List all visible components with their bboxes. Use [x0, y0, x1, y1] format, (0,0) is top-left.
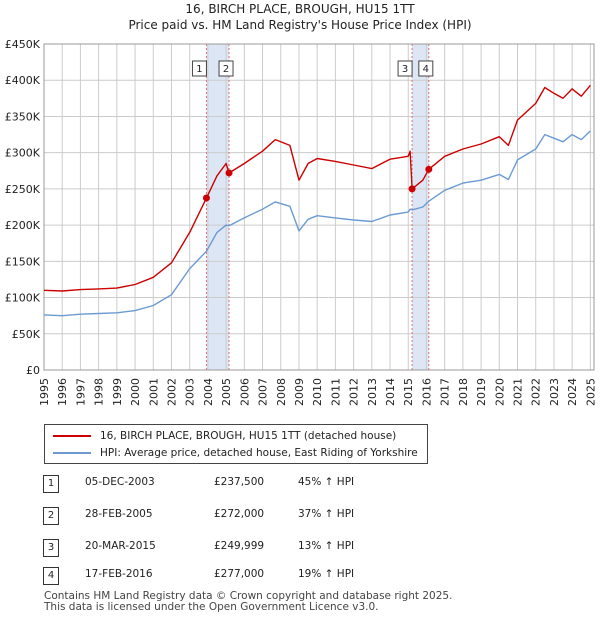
x-tick-label: 2024 — [566, 378, 579, 406]
y-tick-label: £50K — [12, 328, 41, 341]
y-tick-label: £150K — [5, 255, 41, 268]
footer-copyright: Contains HM Land Registry data © Crown c… — [44, 590, 453, 602]
x-tick-label: 1996 — [56, 378, 69, 406]
table-row: 1 05-DEC-2003 £237,500 45% ↑ HPI — [0, 475, 600, 493]
y-tick-label: £300K — [5, 147, 41, 160]
x-tick-label: 2019 — [475, 378, 488, 406]
x-tick-label: 2003 — [184, 378, 197, 406]
x-tick-label: 2014 — [384, 378, 397, 406]
table-row: 2 28-FEB-2005 £272,000 37% ↑ HPI — [0, 507, 600, 525]
x-tick-label: 2010 — [311, 378, 324, 406]
legend-line-hpi — [53, 452, 91, 454]
transaction-number: 3 — [43, 539, 59, 557]
x-tick-label: 2011 — [329, 378, 342, 406]
x-tick-label: 2016 — [420, 378, 433, 406]
sale-point — [408, 185, 416, 193]
highlight-band — [206, 44, 230, 370]
x-tick-label: 1995 — [38, 378, 51, 406]
x-tick-label: 2008 — [275, 378, 288, 406]
hpi-line — [43, 130, 591, 317]
x-tick-label: 2022 — [530, 378, 543, 406]
sale-label: 4 — [423, 64, 429, 75]
sale-label-box — [191, 60, 207, 77]
x-tick-label: 2002 — [165, 378, 178, 406]
transaction-date: 28-FEB-2005 — [85, 508, 153, 520]
y-tick-label: £200K — [5, 219, 41, 232]
chart-title: 16, BIRCH PLACE, BROUGH, HU15 1TT — [185, 2, 415, 16]
x-tick-label: 2009 — [293, 378, 306, 406]
transaction-hpi: 45% ↑ HPI — [298, 476, 355, 488]
sale-label-box — [218, 60, 234, 77]
sale-label: 1 — [196, 64, 202, 75]
transaction-price: £249,999 — [214, 540, 265, 552]
sale-point — [425, 165, 433, 173]
transaction-date: 17-FEB-2016 — [85, 568, 153, 580]
x-tick-label: 1999 — [111, 378, 124, 406]
y-tick-label: £450K — [5, 38, 41, 51]
x-tick-label: 2000 — [129, 378, 142, 406]
y-tick-label: £250K — [5, 183, 41, 196]
legend-label-hpi: HPI: Average price, detached house, East… — [100, 447, 418, 459]
transaction-number: 1 — [43, 475, 59, 493]
transaction-date: 20-MAR-2015 — [85, 540, 156, 552]
sale-point — [225, 169, 233, 177]
transaction-number: 4 — [43, 567, 59, 585]
sale-label-box — [418, 60, 434, 77]
transaction-hpi: 13% ↑ HPI — [298, 540, 355, 552]
table-row: 3 20-MAR-2015 £249,999 13% ↑ HPI — [0, 539, 600, 557]
x-tick-label: 2006 — [238, 378, 251, 406]
y-tick-label: £400K — [5, 74, 41, 87]
sale-point — [202, 194, 210, 202]
legend-label-property: 16, BIRCH PLACE, BROUGH, HU15 1TT (detac… — [100, 430, 397, 442]
chart-subtitle: Price paid vs. HM Land Registry's House … — [128, 18, 472, 32]
x-tick-label: 2025 — [584, 378, 597, 406]
legend: 16, BIRCH PLACE, BROUGH, HU15 1TT (detac… — [44, 424, 428, 464]
x-tick-label: 2018 — [457, 378, 470, 406]
sale-label-box — [397, 60, 413, 77]
footer-licence: This data is licensed under the Open Gov… — [44, 601, 379, 613]
y-tick-label: £0 — [26, 364, 40, 377]
x-tick-label: 2005 — [220, 378, 233, 406]
table-row: 4 17-FEB-2016 £277,000 19% ↑ HPI — [0, 567, 600, 585]
x-tick-label: 2001 — [147, 378, 160, 406]
x-tick-label: 2021 — [512, 378, 525, 406]
x-tick-label: 2004 — [202, 378, 215, 406]
transaction-number: 2 — [43, 507, 59, 525]
x-tick-label: 2012 — [348, 378, 361, 406]
y-tick-label: £100K — [5, 292, 41, 305]
transaction-price: £277,000 — [214, 568, 265, 580]
plot-frame — [43, 43, 595, 371]
legend-line-property — [53, 435, 91, 437]
x-tick-label: 1997 — [74, 378, 87, 406]
x-tick-label: 2015 — [402, 378, 415, 406]
x-tick-label: 2017 — [439, 378, 452, 406]
y-tick-label: £350K — [5, 110, 41, 123]
x-tick-label: 2007 — [257, 378, 270, 406]
price-chart: £0 £50K £100K £150K £200K £250K £300K £350K £400… — [5, 38, 598, 406]
transaction-hpi: 19% ↑ HPI — [298, 568, 355, 580]
x-tick-label: 1998 — [93, 378, 106, 406]
x-tick-label: 2013 — [366, 378, 379, 406]
transaction-price: £237,500 — [214, 476, 265, 488]
transaction-price: £272,000 — [214, 508, 265, 520]
x-tick-label: 2023 — [548, 378, 561, 406]
property-price-line — [43, 84, 591, 292]
sale-label: 3 — [402, 64, 408, 75]
transaction-hpi: 37% ↑ HPI — [298, 508, 355, 520]
x-tick-label: 2020 — [493, 378, 506, 406]
sale-label: 2 — [223, 64, 229, 75]
transaction-date: 05-DEC-2003 — [85, 476, 155, 488]
